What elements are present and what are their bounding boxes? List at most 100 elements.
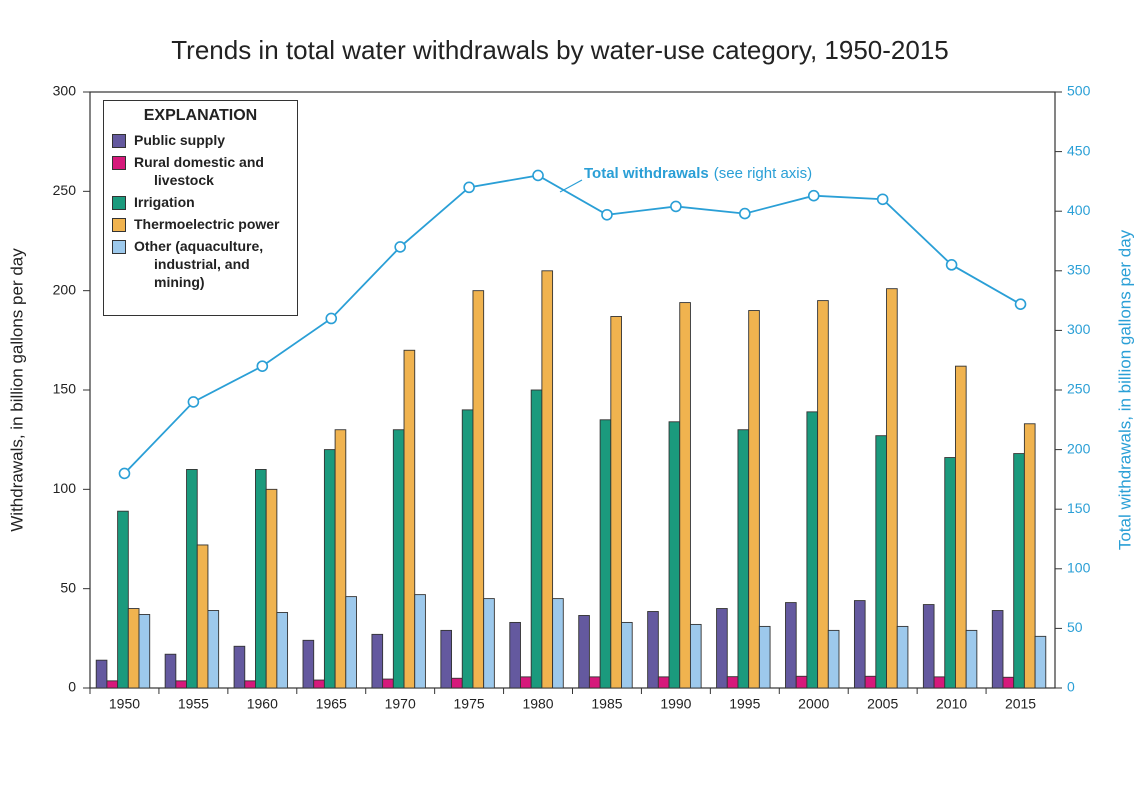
bar [886, 288, 898, 689]
bar [440, 629, 453, 689]
legend-label: Rural domestic and livestock [134, 154, 264, 188]
x-tick-label: 2005 [867, 696, 898, 712]
bar [541, 270, 554, 689]
legend-label: Irrigation [134, 194, 195, 210]
y-tick-label: 200 [53, 281, 77, 297]
y-tick-label: 0 [68, 679, 76, 695]
bar [679, 302, 691, 689]
legend-swatch [112, 196, 126, 210]
x-tick-label: 1985 [591, 696, 622, 712]
y-tick-label: 150 [53, 381, 77, 397]
bar [668, 421, 681, 689]
bar [509, 621, 521, 689]
bar [726, 676, 739, 689]
bar [748, 310, 760, 689]
bar [483, 598, 495, 689]
legend-entry: Public supply [112, 131, 289, 149]
total-line [123, 174, 1021, 475]
total-point [807, 189, 820, 202]
bar [716, 608, 728, 689]
x-tick-label: 1980 [522, 696, 553, 712]
bar [414, 594, 426, 689]
bar [827, 629, 840, 689]
y2-tick-label: 400 [1067, 202, 1091, 218]
y2-tick-label: 450 [1067, 142, 1091, 158]
bar [944, 457, 956, 689]
bar [599, 419, 612, 689]
legend-swatch [112, 156, 126, 170]
total-point [945, 259, 958, 271]
bar [817, 300, 829, 689]
bar [853, 600, 866, 689]
total-point [1014, 298, 1027, 310]
bar [382, 678, 394, 689]
legend-title: EXPLANATION [143, 107, 258, 124]
y2-tick-label: 50 [1067, 619, 1083, 635]
bar [530, 389, 543, 689]
bar [875, 435, 887, 689]
legend: EXPLANATION Public supply Rural domestic … [103, 100, 298, 316]
x-tick-label: 1970 [385, 696, 416, 712]
legend-swatch [112, 218, 126, 232]
bar [106, 680, 119, 689]
bar [955, 365, 967, 689]
series-label: Total withdrawals [584, 165, 709, 182]
total-point [394, 241, 406, 253]
bar [896, 625, 909, 689]
legend-swatch [112, 240, 126, 254]
bar [795, 675, 808, 689]
bar [588, 676, 601, 689]
bar [965, 629, 978, 689]
y2-tick-label: 350 [1067, 262, 1091, 278]
bar [552, 598, 564, 689]
bar [392, 429, 405, 689]
total-point [325, 312, 338, 325]
legend-label: Other (aquaculture, industrial, and mini… [134, 238, 264, 290]
bar [806, 411, 819, 689]
bar [403, 349, 416, 689]
x-tick-label: 1955 [178, 696, 209, 712]
y2-tick-label: 250 [1067, 381, 1091, 397]
bar [233, 645, 246, 689]
bar [472, 290, 485, 689]
total-point [187, 396, 200, 408]
legend-swatch [112, 134, 126, 148]
bar [922, 604, 935, 689]
bar [461, 409, 474, 689]
bar [933, 676, 946, 689]
x-tick-label: 1950 [109, 696, 140, 712]
x-tick-label: 1990 [660, 696, 691, 712]
bar [138, 614, 151, 689]
legend-entry: Other (aquaculture, industrial, and mini… [112, 237, 289, 291]
legend-label: Public supply [134, 132, 226, 148]
y-tick-label: 250 [53, 182, 77, 198]
y2-tick-label: 100 [1067, 560, 1091, 576]
bar [313, 679, 325, 689]
bar [323, 449, 336, 689]
bar [371, 633, 384, 689]
bar [95, 659, 108, 689]
y-tick-label: 50 [60, 579, 76, 595]
y2-tick-label: 0 [1067, 679, 1075, 695]
bar [1013, 453, 1025, 689]
bar [1023, 423, 1036, 689]
bar [864, 675, 877, 689]
bar [117, 510, 129, 689]
bar [244, 680, 256, 689]
bar [621, 621, 633, 689]
y2-tick-label: 500 [1067, 83, 1091, 99]
x-tick-label: 1995 [729, 696, 760, 712]
bar [345, 596, 357, 689]
bar [1002, 676, 1015, 689]
bar [276, 612, 289, 689]
y2-axis-label: Total withdrawals, in billion gallons pe… [1115, 229, 1134, 550]
total-point [463, 181, 475, 194]
y2-tick-label: 300 [1067, 321, 1091, 337]
legend-entry: Thermoelectric power [112, 215, 289, 233]
bar [991, 610, 1004, 689]
bar [578, 615, 590, 689]
total-point [601, 208, 613, 221]
bar [207, 610, 220, 689]
y-tick-label: 300 [53, 83, 77, 99]
